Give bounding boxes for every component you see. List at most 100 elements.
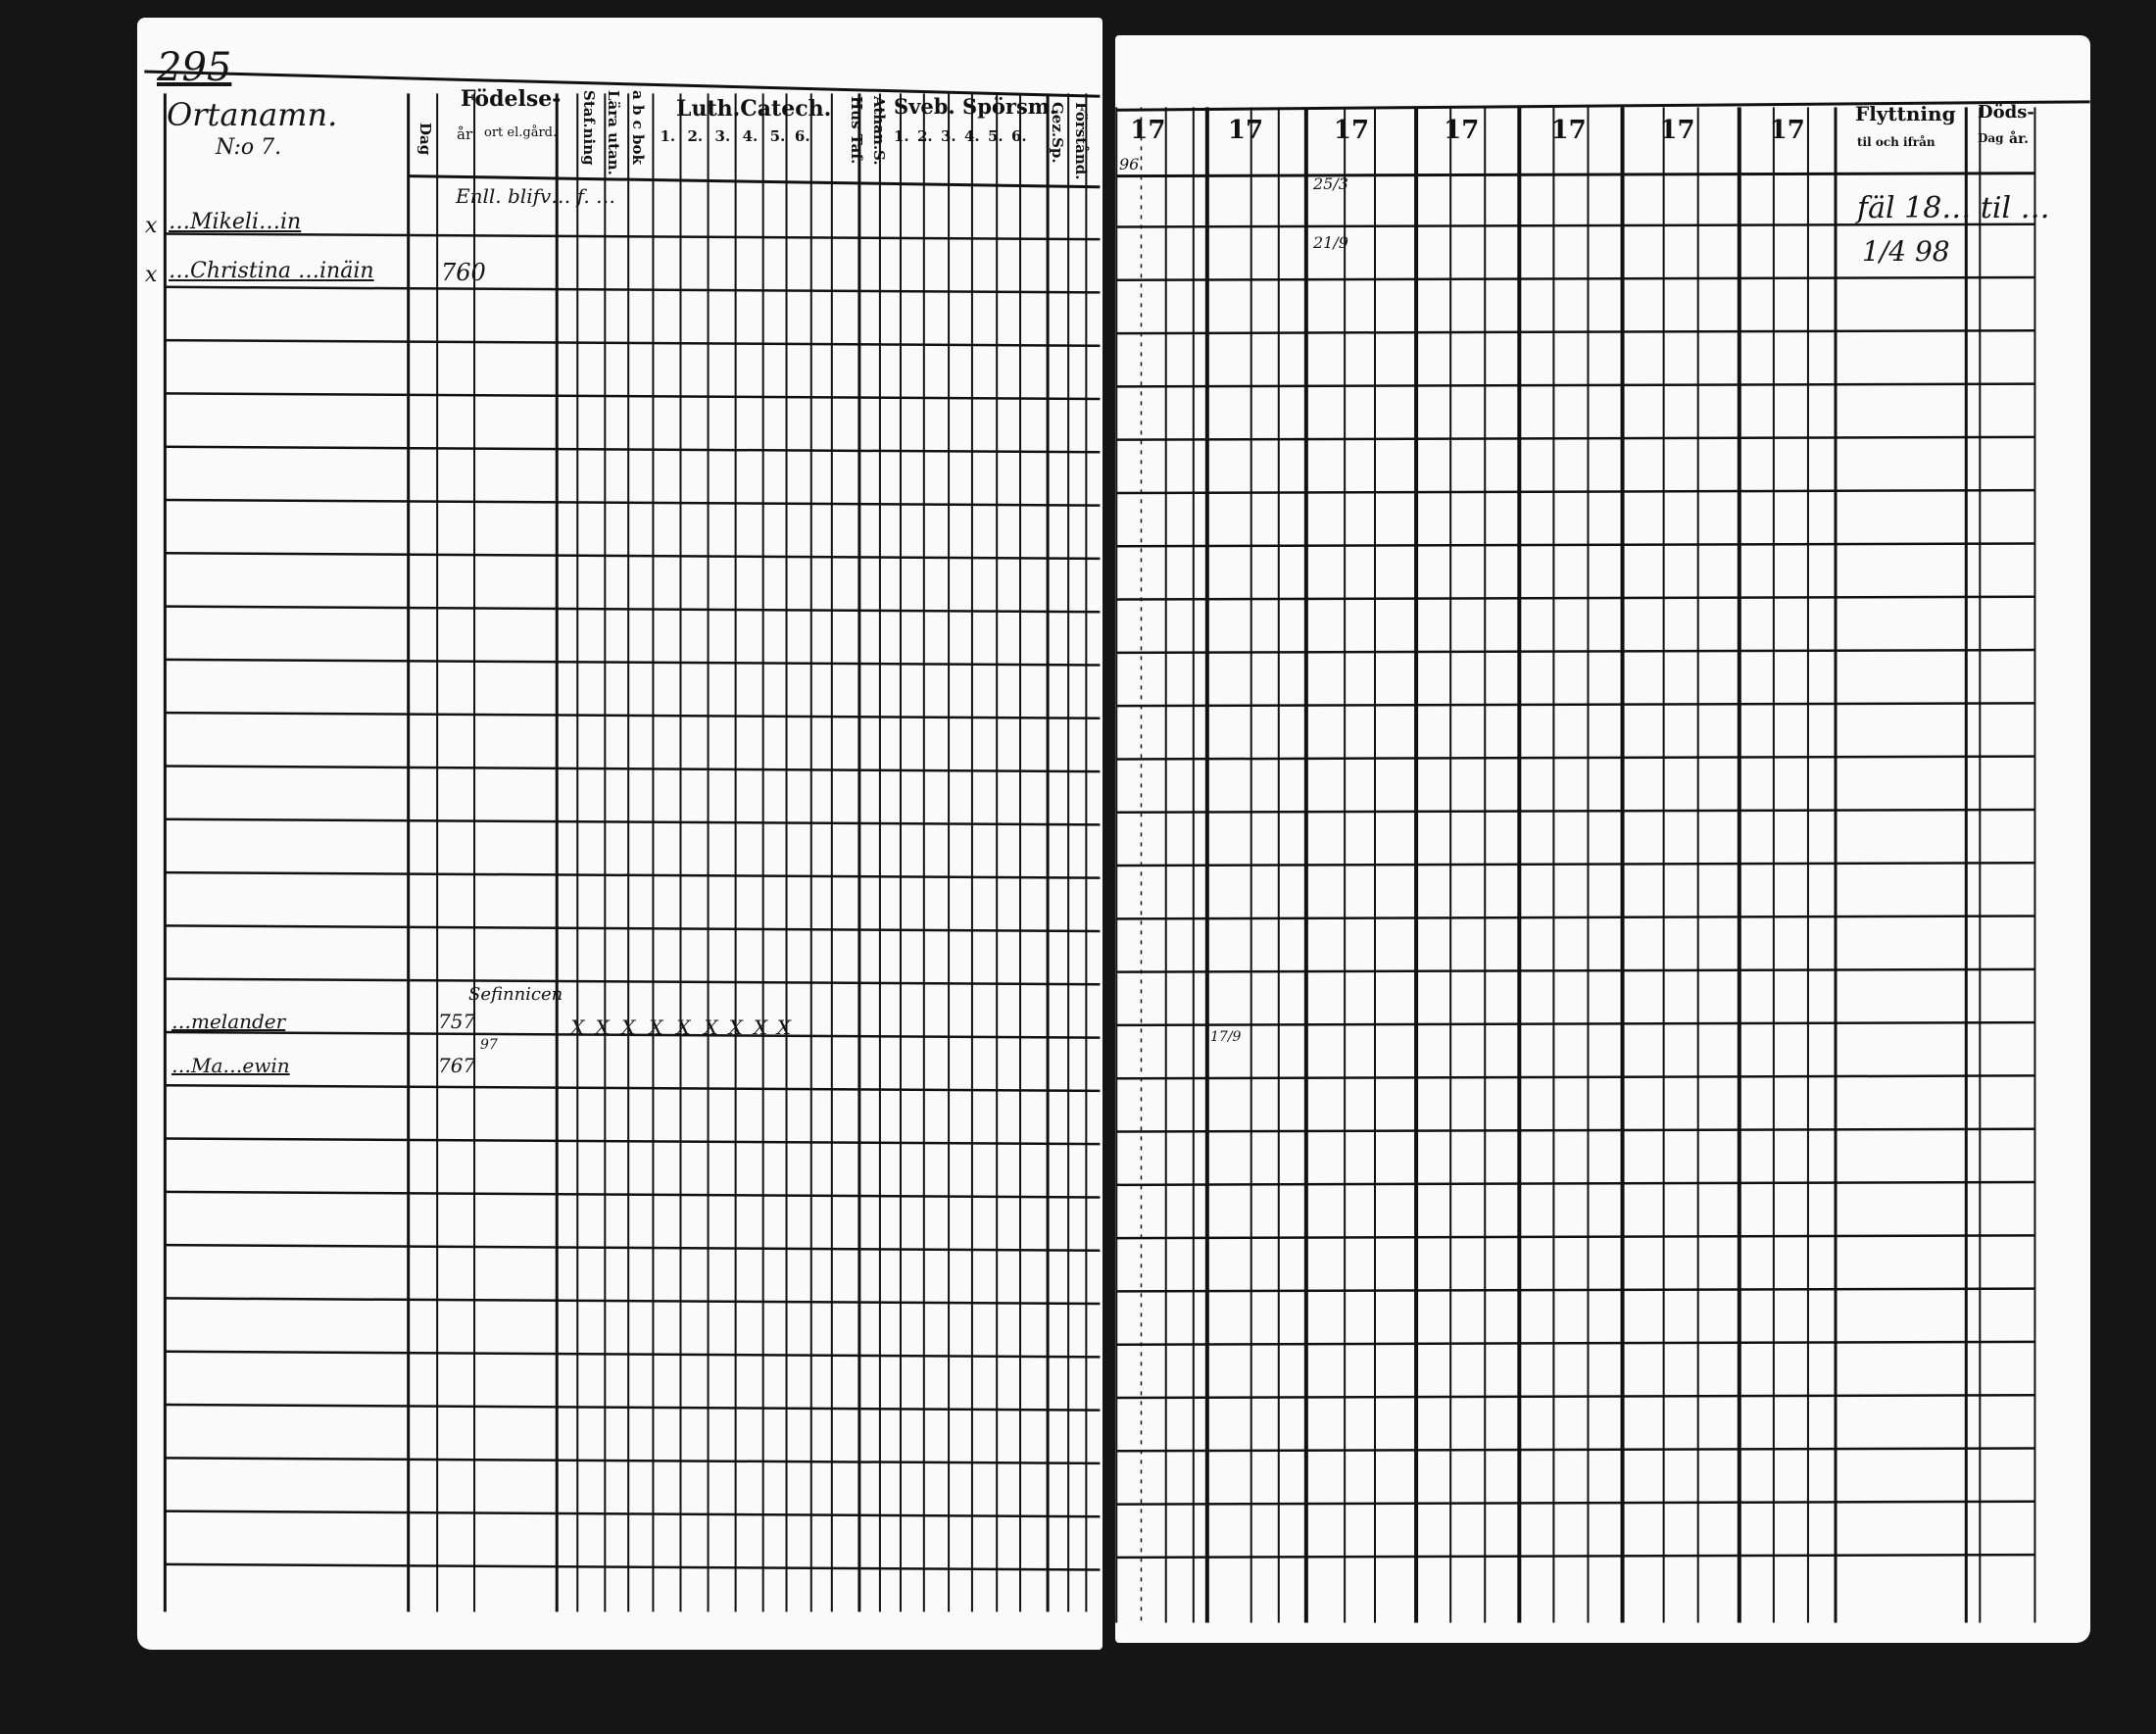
row-rule	[1116, 648, 2035, 655]
row-rule	[165, 1350, 1101, 1359]
page-number: 295	[157, 45, 232, 90]
year-header: 17	[1333, 116, 1370, 145]
row-rule	[1116, 1287, 2035, 1293]
year-header: 17	[1550, 116, 1587, 145]
header-luth-number: 3.	[714, 127, 731, 145]
entry-birth-year: 760	[441, 259, 486, 286]
row-rule	[165, 1297, 1101, 1306]
exam-mark: X	[676, 1016, 691, 1039]
row-rule	[1116, 702, 2035, 708]
row-rule	[165, 977, 1101, 986]
note-line: Enll. blifv… f. …	[456, 184, 616, 208]
year-header: 17	[1130, 116, 1166, 145]
exam-mark: X	[704, 1016, 718, 1039]
entry-note: 97	[480, 1037, 498, 1053]
row-rule	[165, 285, 1101, 294]
entry-mark: x	[145, 214, 158, 238]
exam-mark: X	[595, 1016, 610, 1039]
entry-name: …Mikeli…in	[169, 210, 302, 234]
header-rule	[1116, 172, 2035, 178]
row-rule	[165, 1137, 1101, 1146]
row-rule	[165, 817, 1101, 826]
row-rule	[1116, 1020, 2035, 1027]
row-rule	[165, 658, 1101, 667]
header-luth-number: 6.	[794, 127, 810, 145]
row-rule	[1116, 488, 2035, 495]
exam-mark: X	[728, 1016, 743, 1039]
year-header: 17	[1444, 116, 1480, 145]
column-subtitle-number: N:o 7.	[216, 135, 282, 160]
year-header: 17	[1227, 116, 1264, 145]
header-flyttning-sub: til och ifrån	[1857, 135, 1936, 149]
header-luth-number: 1.	[660, 127, 676, 145]
header-luth-number: 5.	[769, 127, 786, 145]
row-rule	[165, 445, 1101, 454]
date-entry: 17/9	[1210, 1029, 1242, 1045]
row-rule	[1116, 1553, 2035, 1560]
header-luth-number: 4.	[742, 127, 759, 145]
row-rule	[1116, 1447, 2035, 1453]
row-rule	[1116, 967, 2035, 973]
header-sveb-number: 6.	[1011, 127, 1027, 145]
header-dods: Döds-	[1978, 102, 2034, 123]
row-rule	[1116, 1500, 2035, 1506]
year-header: 17	[1769, 116, 1805, 145]
row-rule	[1116, 1340, 2035, 1346]
row-rule	[1116, 1393, 2035, 1400]
exam-mark: X	[570, 1016, 585, 1039]
row-rule	[1116, 275, 2035, 282]
row-rule	[165, 1562, 1101, 1571]
year-sub: 96	[1119, 155, 1140, 173]
row-rule	[1116, 861, 2035, 867]
header-rule	[408, 174, 1101, 189]
header-ort: ort el.gård.	[484, 125, 558, 140]
column-title-place: Ortanamn.	[167, 96, 338, 133]
entry-name: …Christina …inäin	[169, 259, 374, 283]
row-rule	[165, 498, 1101, 507]
row-rule	[1116, 1180, 2035, 1187]
header-lara-utan: Lära utan.	[605, 90, 622, 175]
row-rule	[165, 1083, 1101, 1093]
header-dag: Dag	[416, 123, 434, 156]
exam-mark: X	[621, 1016, 636, 1039]
row-rule	[1116, 382, 2035, 388]
row-rule	[165, 1510, 1101, 1518]
row-rule	[1116, 915, 2035, 920]
row-rule	[1116, 595, 2035, 601]
row-rule	[165, 1403, 1101, 1412]
date-entry: 21/9	[1313, 233, 1348, 252]
entry-mark: x	[145, 263, 158, 287]
row-rule	[1116, 223, 2035, 228]
entry-birth-year: 757	[438, 1010, 476, 1033]
header-hus-taf: Hus Taf.	[848, 96, 865, 165]
top-rule	[1116, 100, 2090, 112]
row-rule	[1116, 329, 2035, 335]
top-rule	[144, 70, 1101, 98]
entry-birth-year: 767	[438, 1054, 476, 1077]
header-sveb-number: 3.	[941, 127, 956, 145]
row-rule	[1116, 542, 2035, 548]
header-dods-ar: år.	[2009, 131, 2030, 147]
row-rule	[165, 392, 1101, 401]
row-rule	[1116, 1234, 2035, 1240]
header-sveb-number: 2.	[917, 127, 933, 145]
header-stafning: Staf.ning	[580, 90, 598, 166]
entry-name: …melander	[172, 1010, 286, 1033]
row-rule	[165, 1030, 1101, 1039]
header-forstand: Förstånd.	[1072, 102, 1090, 180]
entry-name: …Ma…ewin	[172, 1054, 290, 1077]
row-rule	[1116, 808, 2035, 815]
header-ar: år	[457, 125, 473, 143]
header-athan: Athan.S.	[870, 96, 888, 166]
row-rule	[1116, 1127, 2035, 1133]
header-flyttning: Flyttning	[1855, 102, 1956, 125]
header-sveb-number: 4.	[964, 127, 980, 145]
move-note: fäl 18… til …	[1857, 191, 2050, 225]
row-rule	[165, 924, 1101, 933]
row-rule	[165, 232, 1101, 241]
row-rule	[165, 1243, 1101, 1252]
row-rule	[1116, 1074, 2035, 1080]
exam-mark: X	[753, 1016, 768, 1039]
header-dods-dag: Dag	[1978, 131, 2004, 145]
